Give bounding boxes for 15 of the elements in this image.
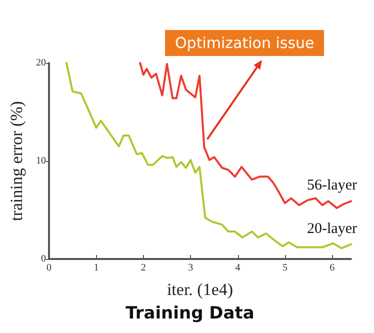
y-tick-label: 20 — [36, 58, 46, 68]
text: Training Data — [126, 304, 254, 324]
y-axis-title: training error (%) — [7, 101, 26, 221]
x-tick-label: 6 — [330, 262, 335, 274]
y-tick-label: 0 — [41, 254, 46, 264]
x-tick-label: 1 — [94, 262, 99, 274]
x-tick-label: 2 — [140, 262, 146, 274]
x-tick-label: 3 — [188, 262, 194, 274]
y-tick-label: 10 — [36, 156, 46, 166]
x-tick-label: 4 — [235, 262, 240, 274]
x-tick-label: 5 — [282, 262, 288, 274]
x-axis-title: iter. (1e4) — [166, 280, 234, 299]
series-label: 20-layer — [307, 220, 357, 237]
note-box: Optimization issue — [165, 30, 324, 56]
series-label: 56-layer — [307, 178, 357, 194]
